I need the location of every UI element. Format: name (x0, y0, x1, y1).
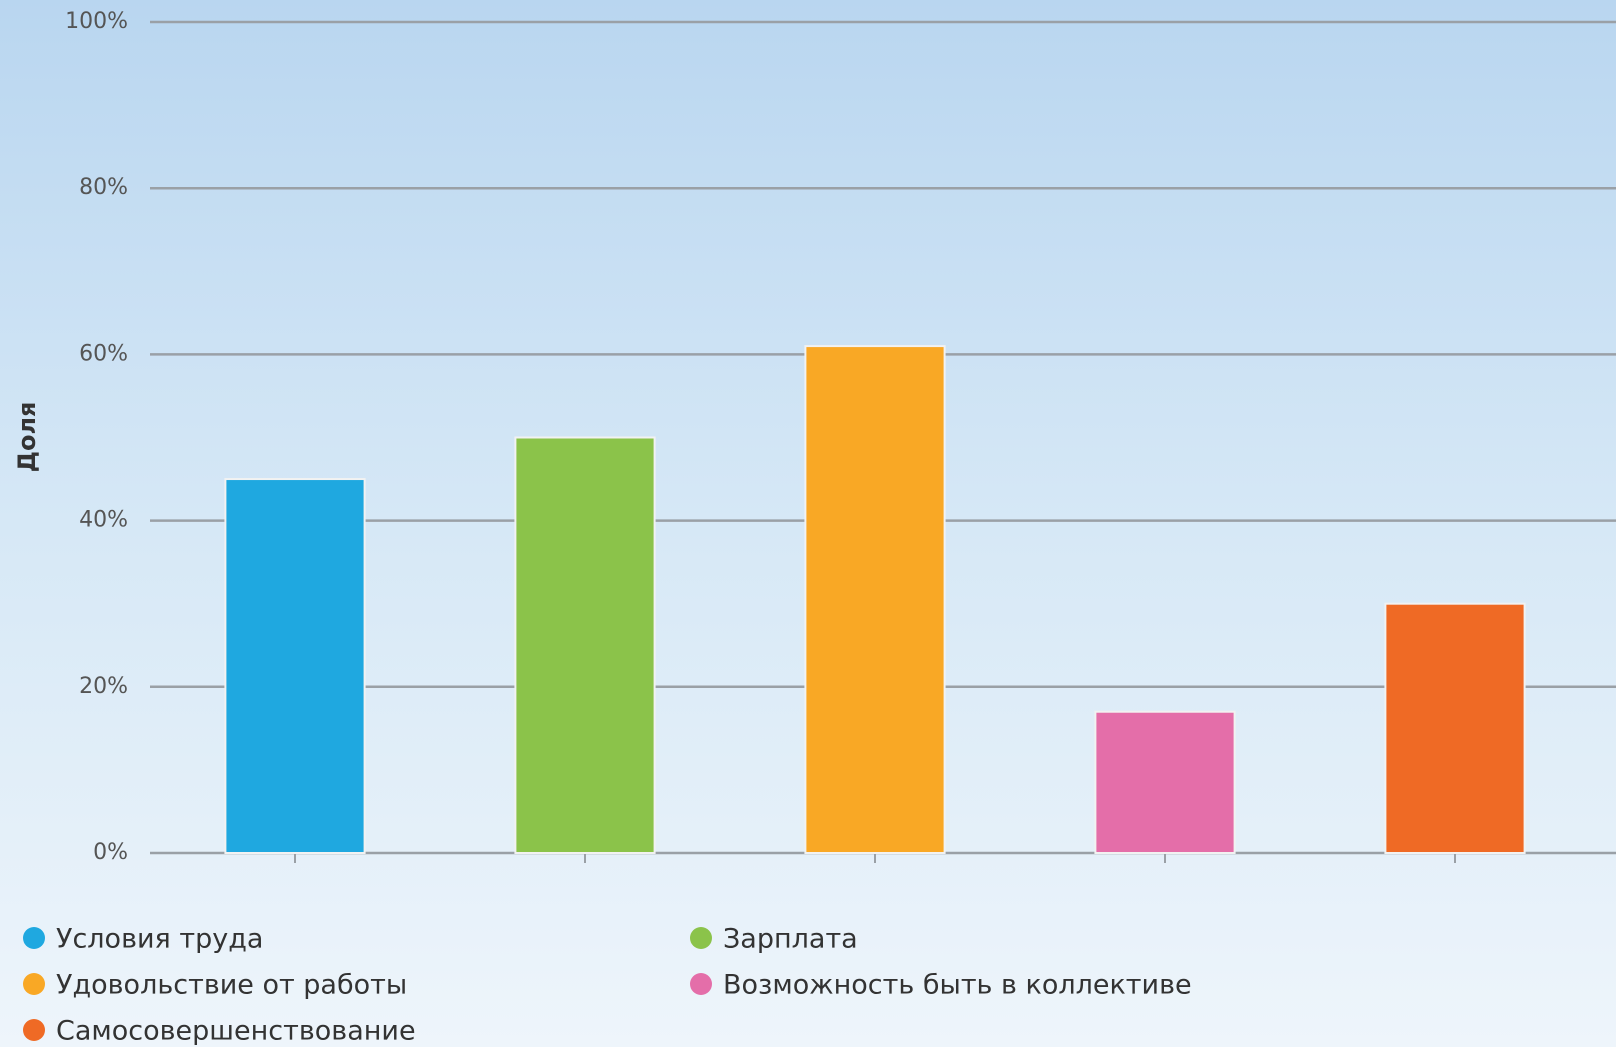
legend-label: Возможность быть в коллективе (723, 970, 1192, 1001)
y-tick-label: 40% (79, 508, 128, 533)
bar (514, 436, 656, 854)
y-tick-label: 0% (93, 840, 128, 865)
bar (804, 345, 946, 854)
legend-marker (690, 973, 712, 995)
legend-marker (690, 927, 712, 949)
legend-marker (23, 1019, 45, 1041)
bar (1094, 710, 1236, 854)
legend-label: Самосовершенствование (56, 1016, 416, 1047)
legend-label: Удовольствие от работы (56, 970, 407, 1001)
bar (224, 478, 366, 854)
y-tick-label: 100% (65, 9, 128, 34)
legend-label: Зарплата (723, 924, 858, 955)
legend-marker (23, 927, 45, 949)
legend-marker (23, 973, 45, 995)
y-tick-label: 80% (79, 175, 128, 200)
y-tick-label: 20% (79, 674, 128, 699)
legend-label: Условия труда (56, 924, 263, 955)
y-tick-label: 60% (79, 341, 128, 366)
bar (1384, 602, 1526, 855)
y-axis-title: Доля (13, 402, 41, 473)
